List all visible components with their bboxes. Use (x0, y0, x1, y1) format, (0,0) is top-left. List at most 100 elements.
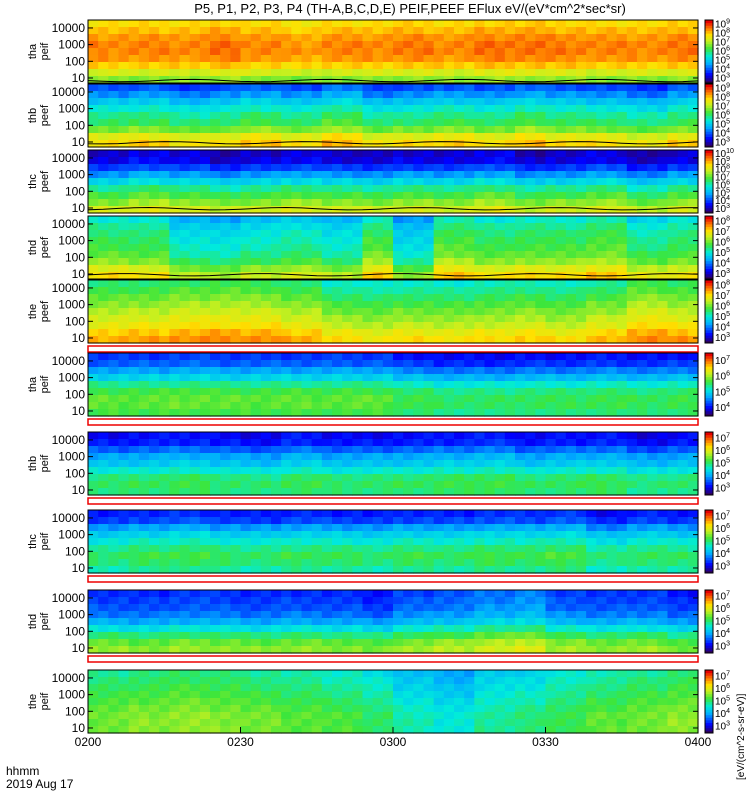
spectrogram-cell (423, 517, 435, 525)
spectrogram-cell (301, 639, 313, 647)
spectrogram-cell (169, 27, 181, 35)
spectrogram-cell (230, 301, 242, 309)
spectrogram-cell (128, 98, 140, 106)
spectrogram-cell (565, 353, 577, 361)
spectrogram-cell (159, 112, 170, 120)
spectrogram-cell (576, 559, 587, 567)
colorbar-segment (705, 434, 713, 438)
spectrogram-cell (240, 559, 252, 567)
spectrogram-cell (118, 272, 130, 280)
spectrogram-cell (362, 150, 374, 158)
panel-frame (87, 19, 699, 84)
spectrogram-cell (179, 223, 191, 231)
spectrogram-cell (332, 34, 343, 42)
spectrogram-cell (596, 133, 608, 141)
spectrogram-cell (291, 98, 303, 106)
spectrogram-cell (443, 265, 455, 273)
spectrogram-cell (88, 185, 99, 193)
spectrogram-cell (149, 618, 160, 626)
spectrogram-cell (271, 646, 282, 654)
spectrogram-cell (393, 467, 404, 475)
spectrogram-cell (576, 20, 587, 28)
spectrogram-cell (443, 223, 455, 231)
spectrogram-cell (586, 48, 597, 56)
spectrogram-cell (260, 446, 272, 454)
spectrogram-cell (342, 439, 353, 447)
spectrogram-cell (210, 178, 221, 186)
spectrogram-cell (423, 91, 435, 99)
spectrogram-cell (169, 84, 181, 92)
spectrogram-cell (565, 287, 577, 295)
spectrogram-cell (484, 287, 496, 295)
spectrogram-cell (169, 322, 181, 330)
spectrogram-cell (677, 315, 689, 323)
spectrogram-cell (362, 360, 374, 368)
spectrogram-cell (352, 69, 364, 77)
spectrogram-cell (149, 126, 160, 134)
spectrogram-cell (525, 467, 536, 475)
spectrogram-cell (454, 439, 465, 447)
spectrogram-cell (647, 432, 658, 440)
spectrogram-cell (159, 474, 170, 482)
spectrogram-cell (271, 105, 282, 113)
spectrogram-cell (199, 367, 211, 375)
spectrogram-cell (230, 639, 242, 647)
spectrogram-cell (352, 294, 364, 302)
spectrogram-cell (535, 322, 547, 330)
spectrogram-cell (565, 199, 577, 207)
spectrogram-cell (281, 552, 292, 560)
spectrogram-cell (210, 604, 221, 612)
spectrogram-cell (108, 55, 120, 63)
colorbar-segment (705, 133, 713, 138)
colorbar-tick-label: 107 (715, 172, 730, 184)
spectrogram-cell (545, 336, 557, 344)
spectrogram-cell (138, 467, 150, 475)
spectrogram-cell (454, 388, 465, 396)
spectrogram-cell (647, 488, 658, 496)
spectrogram-cell (616, 315, 628, 323)
spectrogram-cell (586, 545, 597, 553)
spectrogram-cell (576, 474, 587, 482)
spectrogram-cell (616, 171, 628, 179)
spectrogram-cell (179, 287, 191, 295)
spectrogram-cell (149, 171, 160, 179)
spectrogram-cell (311, 353, 323, 361)
spectrogram-cell (586, 374, 597, 382)
colorbar-segment (705, 489, 713, 493)
spectrogram-cell (525, 388, 536, 396)
spectrogram-cell (321, 34, 333, 42)
spectrogram-cell (667, 55, 679, 63)
spectrogram-cell (637, 552, 648, 560)
spectrogram-cell (616, 432, 628, 440)
spectrogram-cell (657, 171, 669, 179)
spectrogram-cell (138, 336, 150, 344)
spectrogram-cell (474, 481, 486, 489)
spectrogram-cell (657, 34, 669, 42)
spectrogram-cell (555, 566, 567, 574)
spectrogram-cell (250, 517, 262, 525)
spectrogram-cell (657, 381, 669, 389)
spectrogram-cell (220, 192, 231, 200)
spectrogram-cell (382, 112, 394, 120)
spectrogram-cell (647, 20, 658, 28)
y-tick-label: 1000 (58, 450, 85, 464)
colorbar-segment (705, 557, 713, 561)
spectrogram-cell (332, 27, 343, 35)
spectrogram-cell (423, 597, 435, 605)
spectrogram-cell (393, 223, 404, 231)
spectrogram-cell (342, 360, 353, 368)
spectrogram-cell (393, 353, 404, 361)
spectrogram-cell (291, 446, 303, 454)
spectrogram-cell (576, 381, 587, 389)
spectrogram-cell (464, 20, 475, 28)
spectrogram-cell (260, 301, 272, 309)
spectrogram-cell (321, 258, 333, 266)
spectrogram-cell (230, 566, 242, 574)
spectrogram-cell (199, 552, 211, 560)
spectrogram-cell (647, 315, 658, 323)
colorbar-tick-label: 107 (715, 37, 730, 49)
spectrogram-cell (118, 604, 130, 612)
spectrogram-cell (88, 524, 99, 532)
spectrogram-cell (199, 510, 211, 518)
spectrogram-cell (382, 258, 394, 266)
